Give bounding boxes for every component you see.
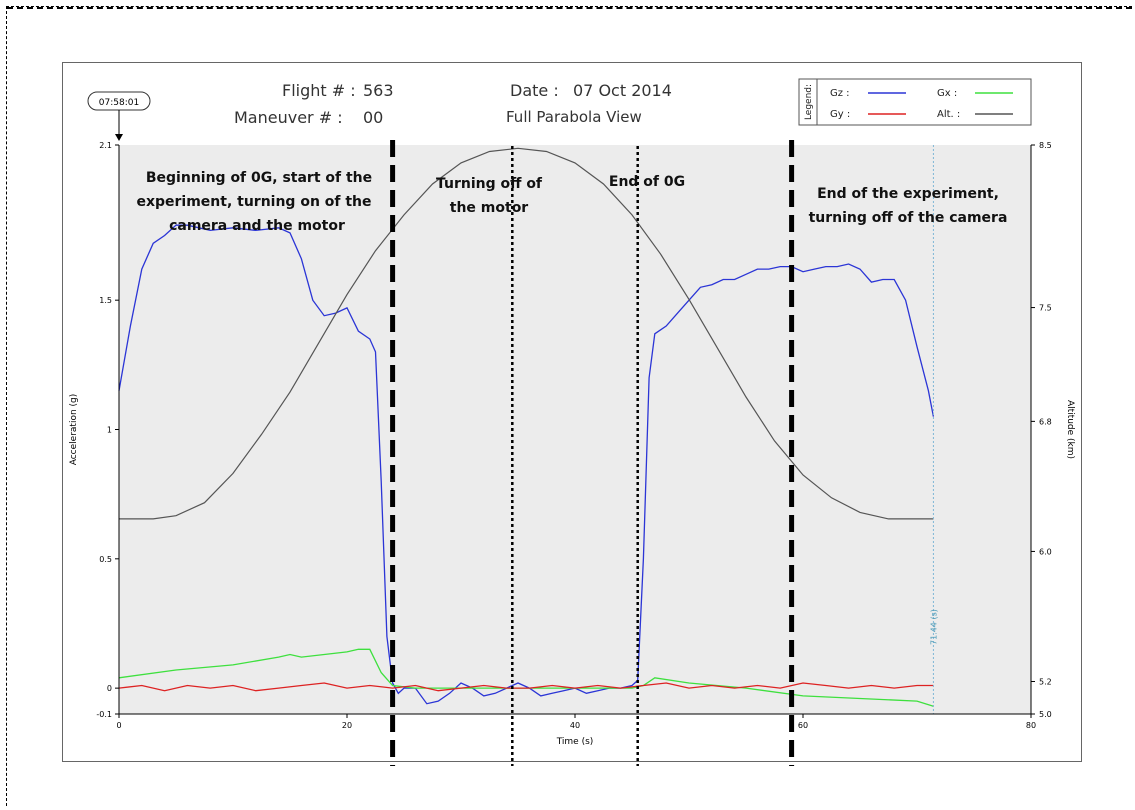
legend-label: Alt. : <box>937 109 960 120</box>
annotation-text: End of the experiment, <box>817 186 999 202</box>
y-axis-label: Acceleration (g) <box>69 394 79 466</box>
date-value: 07 Oct 2014 <box>573 81 672 100</box>
y2-axis-label: Altitude (km) <box>1065 400 1075 459</box>
legend-label: Gy : <box>830 109 850 120</box>
y-tick-label: 0 <box>107 684 112 693</box>
legend-box <box>798 78 1032 126</box>
x-tick-label: 40 <box>570 721 580 730</box>
x-axis-label: Time (s) <box>556 737 594 747</box>
legend-title: Legend: <box>804 84 814 120</box>
y2-tick-label: 6.8 <box>1039 417 1052 426</box>
flight-label: Flight # : <box>282 81 356 100</box>
y-tick-label: 0.5 <box>99 555 112 564</box>
x-tick-label: 0 <box>116 721 121 730</box>
legend-label: Gx : <box>937 88 957 99</box>
y-tick-label: 1 <box>107 426 112 435</box>
annotation-text: camera and the motor <box>169 218 345 234</box>
y-tick-label: -0.1 <box>96 710 112 719</box>
start-time-label: 07:58:01 <box>99 98 139 108</box>
plot-area <box>119 145 1031 714</box>
annotation-text: turning off of the camera <box>809 210 1008 226</box>
view-label: Full Parabola View <box>506 108 642 126</box>
maneuver-label: Maneuver # : <box>234 108 343 127</box>
annotation-text: Beginning of 0G, start of the <box>146 170 372 186</box>
series-line-gz <box>118 224 935 705</box>
annotation-text: Turning off of <box>436 176 543 192</box>
flight-value: 563 <box>363 81 394 100</box>
cursor-label: 71.44 (s) <box>929 609 938 645</box>
maneuver-value: 00 <box>363 108 384 127</box>
x-tick-label: 80 <box>1026 721 1036 730</box>
y-tick-label: 2.1 <box>99 141 112 150</box>
annotation-text: End of 0G <box>609 174 685 190</box>
x-tick-label: 20 <box>342 721 352 730</box>
y2-tick-label: 8.5 <box>1039 141 1052 150</box>
annotation-text: experiment, turning on of the <box>136 194 371 210</box>
start-time-arrow <box>115 134 123 141</box>
y2-tick-label: 6.0 <box>1039 547 1052 556</box>
series-line-gy <box>118 682 934 692</box>
y2-tick-label: 5.2 <box>1039 677 1052 686</box>
outer-dashed-border <box>6 6 1132 806</box>
series-line-alt <box>119 147 934 520</box>
x-tick-label: 60 <box>798 721 808 730</box>
date-label: Date : <box>510 81 559 100</box>
y-tick-label: 1.5 <box>99 296 112 305</box>
y2-tick-label: 7.5 <box>1039 304 1052 313</box>
legend-label: Gz : <box>830 88 850 99</box>
annotation-text: the motor <box>450 200 529 216</box>
series-line-gx <box>118 648 934 707</box>
y2-tick-label: 5.0 <box>1039 710 1052 719</box>
